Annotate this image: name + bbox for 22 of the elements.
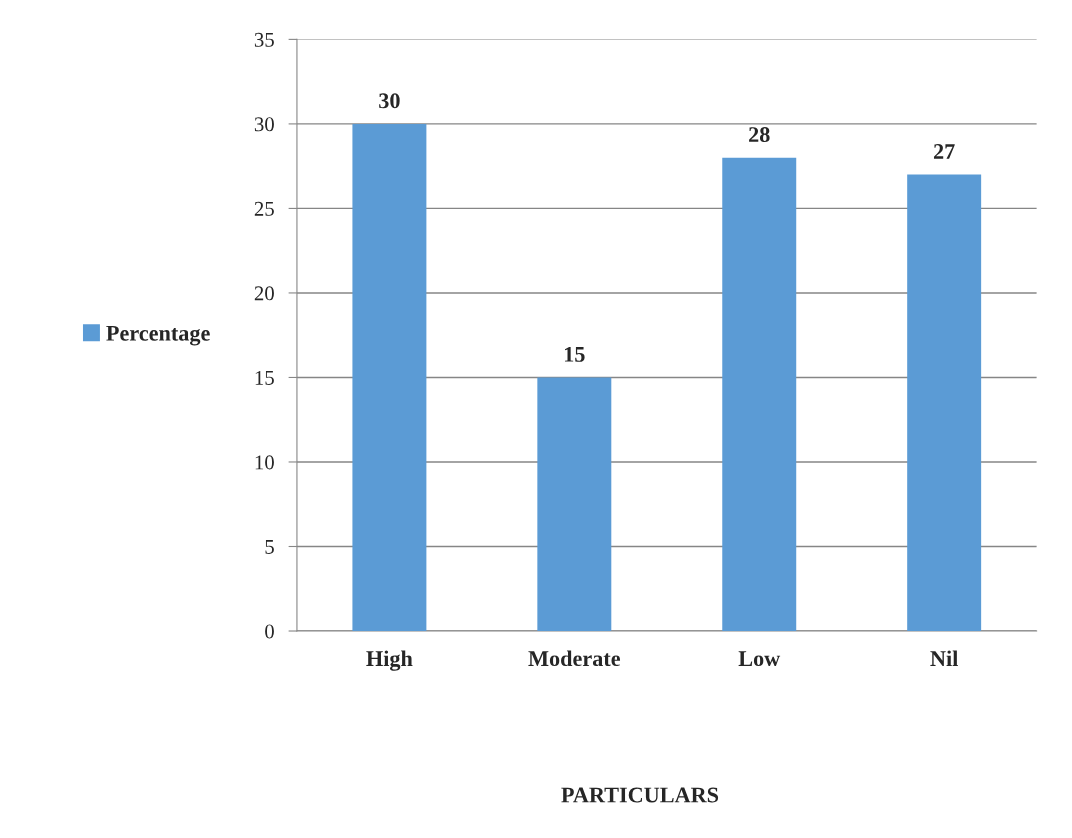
bar [907, 174, 982, 632]
y-tick-label: 30 [254, 117, 274, 132]
legend-label: Percentage [106, 325, 210, 346]
x-tick-label: Moderate [528, 650, 621, 667]
data-label: 30 [379, 93, 400, 109]
y-tick-label: 0 [265, 624, 274, 639]
text: PARTICULARS [561, 787, 719, 803]
x-tick-label: Nil [930, 650, 958, 666]
y-tick-label: 25 [254, 201, 274, 216]
y-tick-label: 35 [254, 32, 274, 47]
bar [722, 157, 797, 632]
y-tick-label: 10 [255, 455, 274, 470]
x-tick-label: Low [738, 651, 781, 667]
data-label: 27 [933, 144, 955, 159]
y-tick-label: 5 [265, 540, 274, 554]
bar [537, 377, 612, 632]
x-tick-label: High [366, 650, 413, 671]
bar [352, 123, 427, 632]
data-label: 28 [749, 127, 770, 143]
y-tick-label: 20 [254, 286, 274, 301]
y-tick-label: 15 [255, 370, 274, 385]
data-label: 15 [564, 346, 585, 362]
